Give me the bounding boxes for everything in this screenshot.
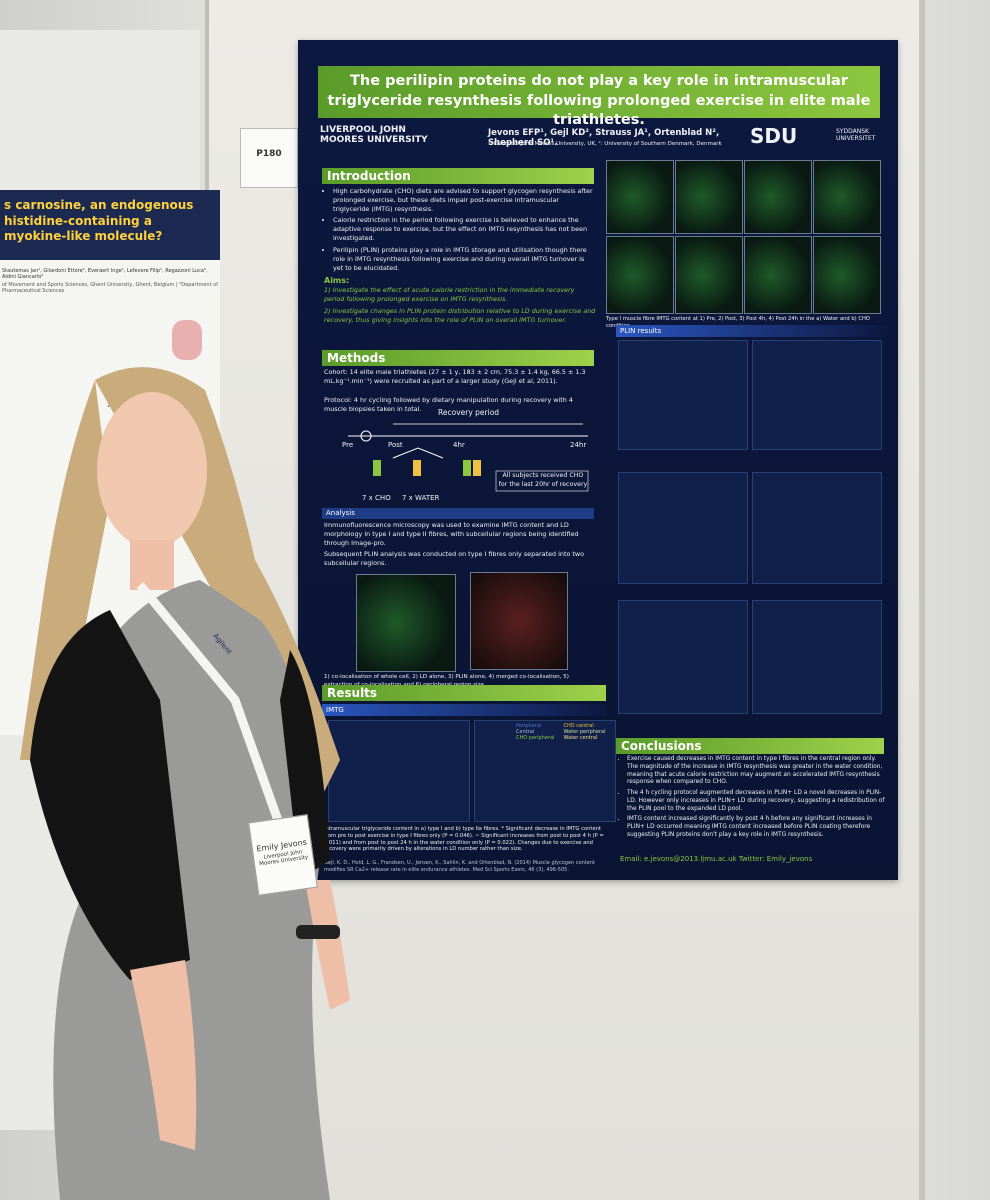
aim: 2) Investigate changes in PLIN protein d… bbox=[324, 307, 596, 324]
logo-left: LIVERPOOL JOHN MOORES UNIVERSITY bbox=[320, 125, 428, 145]
timeline-label: Recovery period bbox=[438, 408, 500, 417]
chart-panel bbox=[752, 340, 882, 450]
affiliations: ¹: Liverpool John Moores University, UK,… bbox=[488, 141, 722, 147]
micrograph bbox=[356, 574, 456, 672]
subject-icon bbox=[463, 460, 471, 476]
cardigan bbox=[280, 650, 330, 880]
section-heading: Methods bbox=[322, 350, 594, 366]
split-arrow bbox=[392, 447, 444, 459]
micrograph bbox=[744, 160, 812, 234]
micrograph bbox=[606, 236, 674, 314]
section-heading: Conclusions bbox=[616, 738, 884, 754]
poster: The perilipin proteins do not play a key… bbox=[298, 40, 898, 880]
left-poster-figure bbox=[172, 320, 202, 360]
timeline-label: Pre bbox=[342, 441, 354, 449]
micrograph bbox=[606, 160, 674, 234]
analysis-text: Immunofluorescence microscopy was used t… bbox=[324, 521, 579, 547]
conclusions-text: Exercise caused decreases in IMTG conten… bbox=[618, 756, 886, 843]
arm bbox=[305, 880, 350, 1010]
group-label: 7 x WATER bbox=[402, 494, 440, 502]
chart-panel bbox=[752, 472, 882, 584]
reference: Gejl, K. D., Hvid, L. G., Frandsen, U., … bbox=[324, 860, 595, 873]
badge-label: P180 bbox=[256, 149, 282, 159]
session-badge: P180 bbox=[240, 128, 298, 188]
bullet: Calorie restriction in the period follow… bbox=[333, 216, 596, 242]
micrograph bbox=[675, 160, 743, 234]
micrograph bbox=[675, 236, 743, 314]
logo-right-sub: SYDDANSK UNIVERSITET bbox=[836, 128, 876, 143]
neck bbox=[130, 540, 174, 590]
legend-item: Water central bbox=[563, 735, 598, 741]
aims-heading: Aims: bbox=[324, 276, 350, 286]
cohort-text: Cohort: 14 elite male triathletes (27 ± … bbox=[324, 368, 586, 385]
legend-item: Peripheral bbox=[516, 723, 542, 729]
hair bbox=[20, 380, 110, 760]
results-caption: Intramuscular triglyceride content in a)… bbox=[324, 826, 604, 853]
name-badge: Emily Jevons Liverpool John Moores Unive… bbox=[248, 814, 318, 896]
legend-item: CHO central bbox=[563, 723, 594, 729]
micrograph bbox=[470, 572, 568, 670]
left-poster-affiliation: of Movement and Sports Sciences, Ghent U… bbox=[2, 282, 218, 294]
micrograph bbox=[813, 236, 881, 314]
arm bbox=[130, 960, 197, 1150]
micrograph bbox=[744, 236, 812, 314]
subsection-heading: Analysis bbox=[322, 508, 594, 519]
poster-title: The perilipin proteins do not play a key… bbox=[318, 66, 880, 128]
timeline-label: 24hr bbox=[570, 441, 587, 449]
subsection-heading: IMTG bbox=[322, 704, 606, 716]
chart-panel bbox=[618, 600, 748, 714]
legend-item: Central bbox=[516, 729, 535, 735]
cyclist bbox=[360, 430, 372, 442]
authors: Jevons EFP¹, Gejl KD², Strauss JA¹, Orte… bbox=[488, 128, 720, 148]
subject-icon bbox=[473, 460, 481, 476]
section-heading: Results bbox=[322, 685, 606, 701]
chart-panel bbox=[618, 340, 748, 450]
lanyard bbox=[136, 582, 290, 842]
group-label: 7 x CHO bbox=[362, 494, 391, 502]
water-icon bbox=[413, 460, 421, 476]
logo-right: SDU bbox=[750, 124, 798, 148]
bullet: Exercise caused decreases in IMTG conten… bbox=[627, 756, 886, 787]
chart-panel bbox=[752, 600, 882, 714]
chart-panel bbox=[618, 472, 748, 584]
aim: 1) Investigate the effect of acute calor… bbox=[324, 286, 575, 304]
timeline bbox=[348, 423, 589, 492]
watch bbox=[296, 925, 340, 939]
left-poster-title: s carnosine, an endogenous histidine-con… bbox=[0, 190, 220, 260]
cardigan bbox=[30, 610, 190, 980]
face bbox=[97, 392, 207, 548]
timeline-label: Post bbox=[388, 441, 403, 449]
contact: Email: e.jevons@2013.ljmu.ac.uk Twitter:… bbox=[620, 855, 813, 863]
chart-panel bbox=[474, 720, 616, 822]
legend: Peripheral Central CHO peripheral CHO ce… bbox=[516, 723, 606, 741]
section-heading: Introduction bbox=[322, 168, 594, 184]
bullet: Perilipin (PLIN) proteins play a role in… bbox=[333, 246, 596, 272]
timeline-label: 4hr bbox=[453, 441, 465, 449]
chart-panel bbox=[328, 720, 470, 822]
note-box bbox=[495, 470, 589, 492]
legend-item: Water peripheral bbox=[563, 729, 606, 735]
micrograph bbox=[813, 160, 881, 234]
figure-caption: 1) co-localisation of whole cell, 2) LD … bbox=[324, 674, 569, 688]
bullet: The 4 h cycling protocol augmented decre… bbox=[627, 790, 886, 813]
bullet: IMTG content increased significantly by … bbox=[627, 816, 886, 839]
cho-icon bbox=[373, 460, 381, 476]
protocol-text: Protocol: 4 hr cycling followed by dieta… bbox=[324, 396, 573, 413]
note: All subjects received CHO for the last 2… bbox=[498, 472, 588, 488]
left-poster-authors: Stautemas Jan¹, Gilardoni Ettore², Evera… bbox=[2, 268, 208, 280]
bullet: High carbohydrate (CHO) diets are advise… bbox=[333, 187, 596, 213]
legend-item: CHO peripheral bbox=[516, 735, 555, 741]
analysis-text: Subsequent PLIN analysis was conducted o… bbox=[324, 550, 585, 567]
subsection-heading: PLIN results bbox=[616, 325, 888, 337]
intro-text: High carbohydrate (CHO) diets are advise… bbox=[324, 187, 596, 325]
